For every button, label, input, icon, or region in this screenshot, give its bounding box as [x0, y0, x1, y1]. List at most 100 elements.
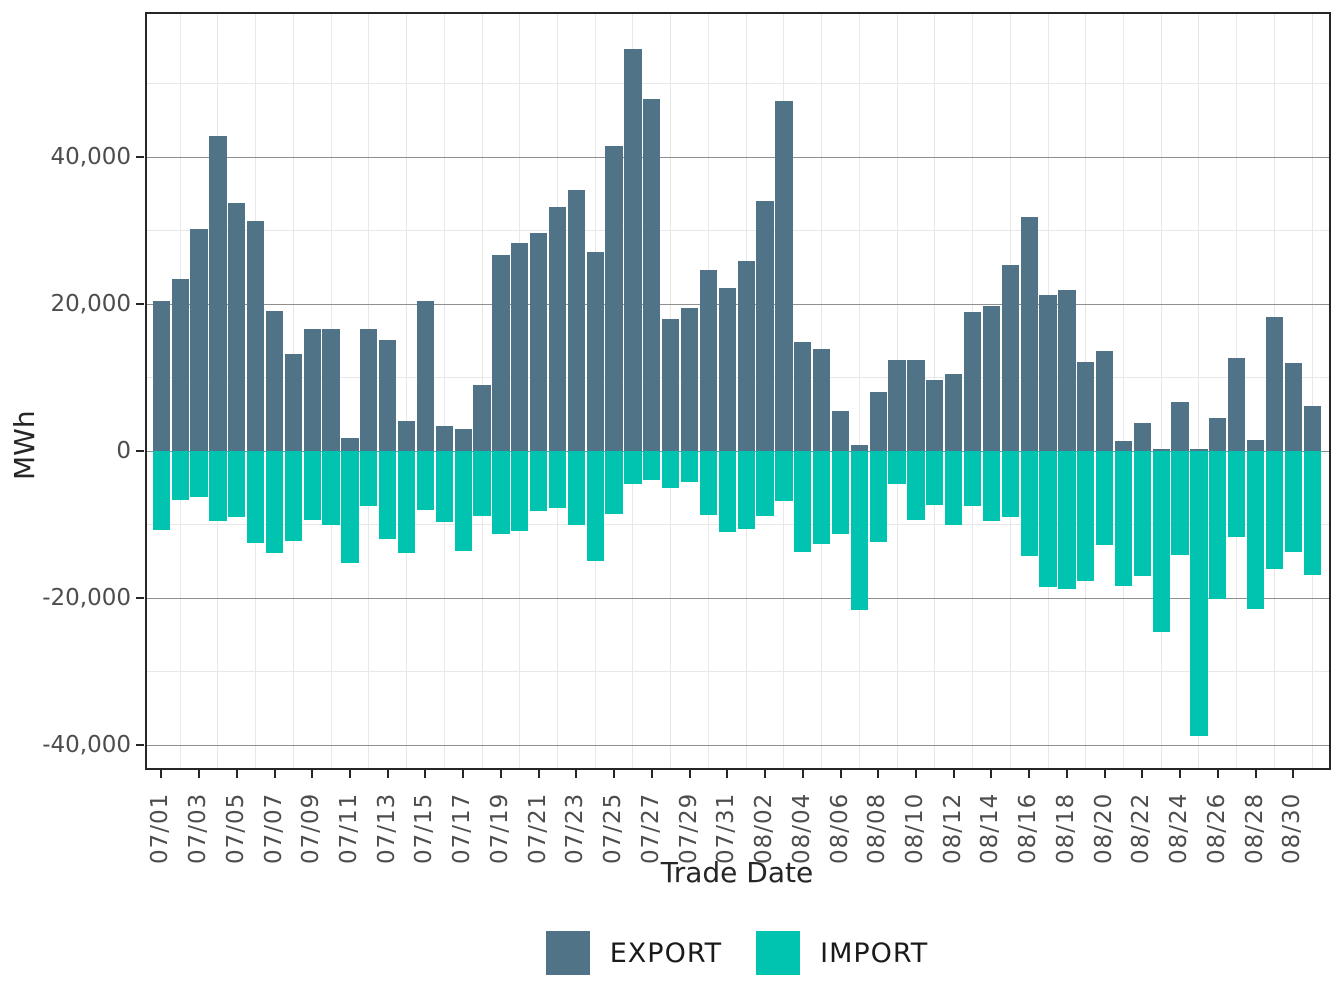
x-tick-mark	[1254, 770, 1257, 778]
x-tick-mark	[160, 770, 163, 778]
import-bar	[529, 451, 548, 511]
gridline-minor-h	[147, 671, 1329, 673]
y-tick-label: 20,000	[50, 291, 131, 318]
x-tick-mark	[952, 770, 955, 778]
export-bar	[529, 232, 548, 452]
export-bar	[1114, 440, 1133, 452]
export-bar	[341, 438, 359, 452]
x-tick-label: 07/07	[260, 792, 287, 864]
x-tick-mark	[764, 770, 767, 778]
import-bar	[812, 451, 831, 544]
import-bar	[1171, 451, 1189, 555]
export-bar	[379, 339, 397, 452]
import-bar	[945, 451, 963, 526]
export-bar	[737, 260, 755, 452]
export-bar	[473, 385, 491, 452]
export-bar	[812, 349, 831, 452]
import-bar	[794, 451, 812, 552]
import-bar	[322, 451, 340, 525]
import-bar	[1152, 451, 1170, 633]
export-bar	[360, 329, 378, 452]
x-tick-mark	[1141, 770, 1144, 778]
x-tick-mark	[801, 770, 804, 778]
import-bar	[662, 451, 680, 488]
x-tick-label: 08/12	[939, 792, 966, 864]
import-bar	[435, 451, 453, 522]
export-bar	[680, 307, 699, 452]
import-bar	[209, 451, 227, 522]
import-bar	[624, 451, 642, 485]
x-tick-label: 08/06	[826, 792, 853, 864]
x-tick-label: 07/23	[562, 792, 589, 864]
export-bar	[605, 146, 623, 452]
export-bar	[228, 202, 246, 452]
x-tick-label: 08/16	[1015, 792, 1042, 864]
gridline-minor-v	[406, 14, 408, 768]
plot-panel	[145, 12, 1331, 770]
x-tick-mark	[1028, 770, 1031, 778]
x-tick-label: 07/21	[524, 792, 551, 864]
export-bar	[888, 360, 906, 452]
x-tick-mark	[424, 770, 427, 778]
x-tick-mark	[348, 770, 351, 778]
x-tick-label: 08/18	[1052, 792, 1079, 864]
x-tick-mark	[839, 770, 842, 778]
export-bar	[171, 278, 189, 452]
x-tick-mark	[273, 770, 276, 778]
export-bar	[869, 392, 887, 452]
x-tick-mark	[1065, 770, 1068, 778]
import-bar	[548, 451, 567, 508]
export-bar	[1152, 449, 1170, 452]
import-bar	[190, 451, 208, 497]
x-tick-mark	[499, 770, 502, 778]
import-bar	[850, 451, 869, 610]
import-bar	[1133, 451, 1152, 577]
import-bar	[473, 451, 491, 516]
export-bar	[454, 429, 472, 452]
export-bar	[794, 341, 812, 452]
import-bar	[1020, 451, 1038, 556]
import-bar	[1303, 451, 1321, 575]
export-bar	[1209, 418, 1227, 452]
import-bar	[643, 451, 661, 480]
import-swatch-icon	[756, 931, 801, 975]
gridline-minor-h	[147, 83, 1329, 85]
import-bar	[1039, 451, 1057, 588]
import-bar	[605, 451, 623, 515]
export-bar	[511, 242, 529, 452]
y-tick-mark	[136, 744, 144, 747]
export-bar	[699, 269, 718, 452]
export-bar	[963, 312, 982, 452]
x-tick-label: 08/14	[977, 792, 1004, 864]
import-bar	[1077, 451, 1095, 582]
x-tick-label: 07/03	[185, 792, 212, 864]
import-bar	[567, 451, 586, 526]
import-bar	[379, 451, 397, 539]
export-bar	[624, 48, 642, 452]
import-bar	[171, 451, 189, 501]
x-tick-mark	[386, 770, 389, 778]
x-tick-label: 08/02	[751, 792, 778, 864]
x-tick-label: 07/31	[713, 792, 740, 864]
import-bar	[775, 451, 793, 502]
import-bar	[341, 451, 359, 563]
x-tick-label: 08/28	[1241, 792, 1268, 864]
export-bar	[246, 220, 265, 452]
x-tick-mark	[877, 770, 880, 778]
export-bar	[190, 228, 208, 452]
import-bar	[246, 451, 265, 544]
gridline-minor-v	[1123, 14, 1125, 768]
gridline-minor-v	[1198, 14, 1200, 768]
export-bar	[416, 301, 435, 452]
x-tick-label: 08/22	[1128, 792, 1155, 864]
y-tick-label: 0	[116, 438, 131, 465]
x-tick-label: 08/26	[1203, 792, 1230, 864]
import-bar	[228, 451, 246, 517]
export-bar	[397, 421, 416, 452]
import-bar	[907, 451, 925, 520]
y-tick-label: -20,000	[42, 585, 131, 612]
x-tick-label: 07/11	[335, 792, 362, 864]
export-bar	[284, 353, 303, 452]
export-legend-label: EXPORT	[609, 937, 723, 969]
